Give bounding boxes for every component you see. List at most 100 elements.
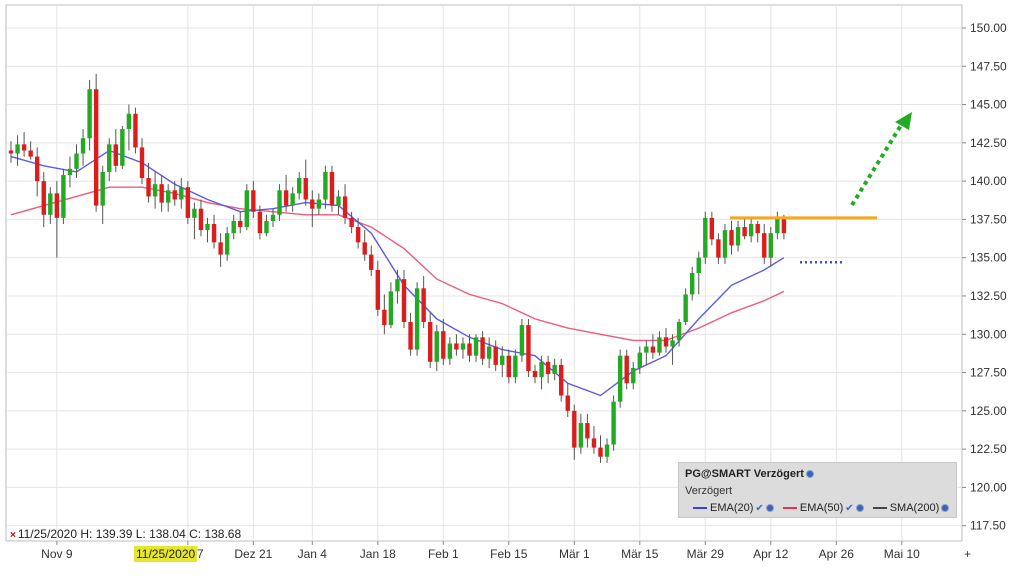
candle-body [506, 355, 511, 378]
y-tick-label: 117.50 [970, 519, 1006, 533]
candle [35, 147, 40, 197]
candle [329, 165, 335, 212]
candle-body [781, 217, 787, 234]
candle [650, 334, 656, 359]
candle-body [303, 178, 308, 200]
candle [637, 346, 642, 375]
info-icon[interactable] [805, 470, 814, 479]
candle-body [473, 337, 479, 356]
candle-body [722, 230, 728, 258]
candle-body [251, 190, 256, 212]
candle [113, 129, 118, 172]
candle [21, 132, 27, 157]
candle-body [690, 273, 695, 295]
candle-body [676, 322, 682, 341]
ohlc-values: H: 139.39 L: 138.04 C: 138.68 [80, 527, 242, 541]
check-icon[interactable]: ✔ [845, 503, 854, 514]
candle [224, 227, 230, 261]
candle [179, 178, 184, 209]
candle [526, 318, 531, 378]
candle-body [336, 196, 341, 206]
candle-body [388, 291, 394, 326]
candle-body [15, 144, 20, 154]
candle-body [441, 331, 446, 359]
candle-body [513, 355, 518, 378]
legend-item-ema20[interactable]: EMA(20) ✔ [693, 502, 774, 514]
candle-body [703, 217, 708, 258]
candle [80, 129, 86, 166]
candle [401, 269, 407, 329]
candle [290, 187, 295, 212]
candle-body [218, 242, 223, 255]
candle-body [480, 337, 485, 359]
x-tick-label: Mär 29 [687, 547, 725, 561]
candle-body [349, 217, 354, 228]
x-tick-label: Jan 18 [360, 547, 396, 561]
candle [74, 144, 79, 179]
candle [716, 233, 721, 264]
candle [506, 349, 511, 384]
candle [100, 165, 105, 224]
candle-body [87, 89, 92, 139]
candle-body [742, 227, 747, 237]
candle-body [159, 184, 164, 203]
legend-items: EMA(20) ✔ EMA(50) ✔ SMA(200) [693, 502, 955, 514]
candle [238, 211, 243, 234]
candle-body [21, 144, 27, 151]
candle-body [748, 223, 754, 237]
candle-body [323, 171, 328, 200]
candle [211, 214, 217, 249]
candle-body [264, 220, 269, 234]
candle-body [434, 331, 439, 362]
candle-body [362, 242, 367, 255]
y-tick-label: 140.00 [970, 174, 1007, 188]
candle-body [467, 343, 472, 356]
candle-body [329, 171, 335, 206]
candle-body [578, 423, 584, 448]
candle-body [539, 361, 544, 378]
candle-body [585, 423, 590, 439]
candle [126, 104, 132, 151]
y-tick-label: 145.00 [970, 98, 1007, 112]
candle [369, 245, 374, 277]
check-icon[interactable]: ✔ [755, 503, 764, 514]
candle [382, 294, 387, 335]
y-tick-label: 122.50 [970, 442, 1007, 456]
legend[interactable]: PG@SMART Verzögert Verzögert EMA(20) ✔ EM… [678, 462, 957, 518]
candle [28, 141, 33, 160]
ohlc-date: 11/25/2020 [17, 527, 78, 541]
candle-body [113, 144, 118, 166]
candle [172, 181, 177, 206]
candle [729, 220, 734, 255]
candle [310, 190, 315, 228]
candle-body [355, 227, 361, 243]
candle [61, 168, 66, 224]
candle [670, 334, 675, 365]
candle-body [192, 208, 197, 218]
candle-body [41, 181, 46, 215]
candle-body [146, 178, 151, 197]
candle-body [401, 279, 407, 323]
close-icon[interactable]: × [10, 530, 16, 541]
candle-body [683, 294, 688, 323]
legend-item-ema50[interactable]: EMA(50) ✔ [782, 502, 864, 514]
info-icon[interactable] [765, 504, 774, 513]
breakout-arrow [850, 120, 905, 207]
candle [545, 355, 551, 384]
candle-body [80, 138, 86, 154]
candle [152, 171, 158, 209]
x-tick-label: Nov 9 [41, 547, 73, 561]
info-icon[interactable] [855, 504, 864, 513]
candle-body [270, 214, 276, 221]
legend-item-sma200[interactable]: SMA(200) [872, 502, 950, 514]
candle [159, 174, 164, 212]
x-tick-label: Mär 1 [559, 547, 590, 561]
candle-body [460, 343, 466, 350]
candle [336, 190, 341, 215]
info-icon[interactable] [941, 504, 950, 513]
candle [139, 138, 145, 185]
candle-body [133, 113, 138, 148]
candle [395, 269, 400, 304]
